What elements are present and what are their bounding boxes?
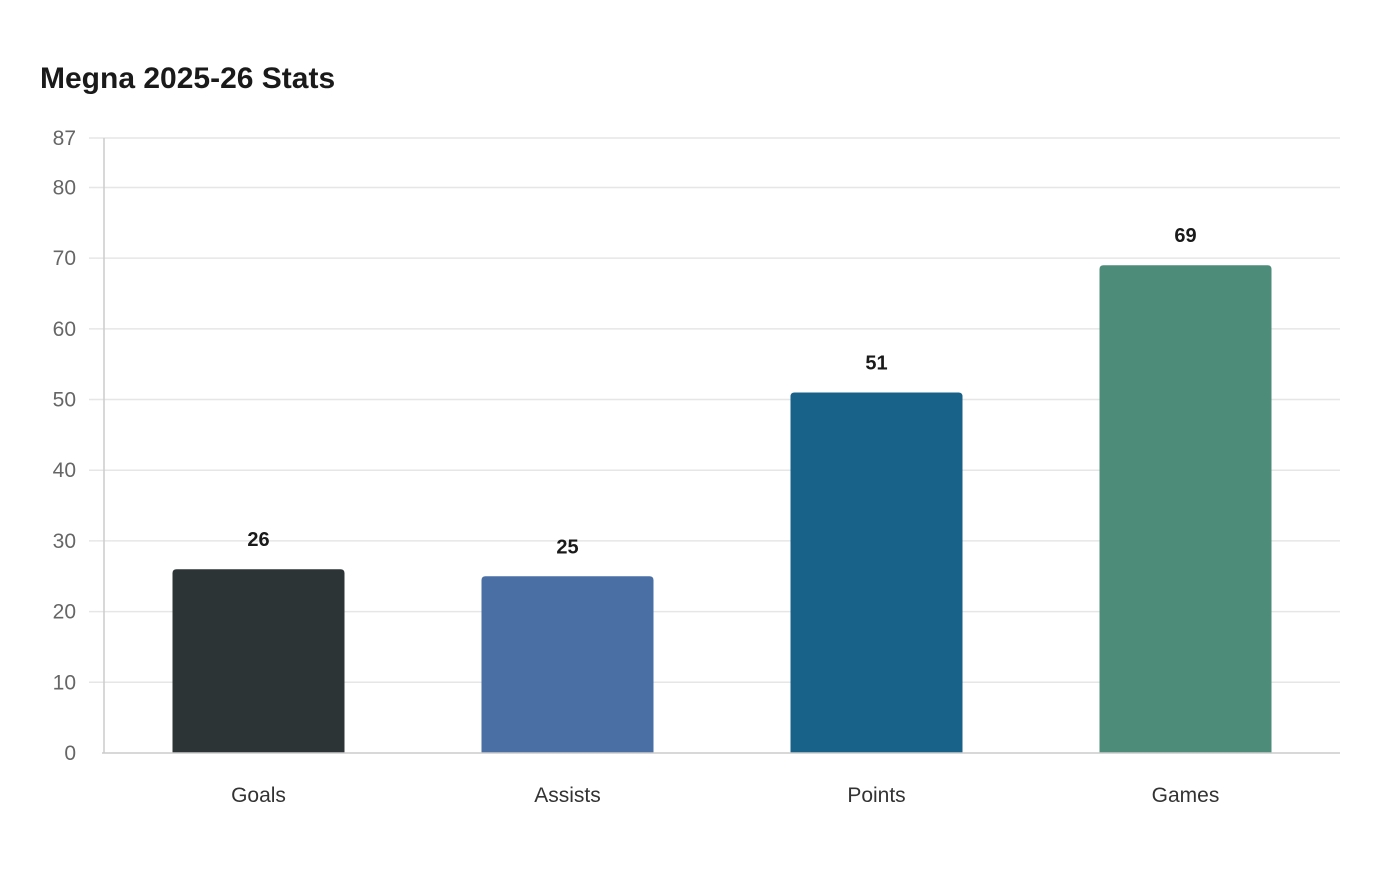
y-tick-label: 30 xyxy=(53,530,76,553)
y-tick-label: 80 xyxy=(53,176,76,199)
x-tick-label: Points xyxy=(847,784,905,807)
y-tick-label: 20 xyxy=(53,601,76,624)
bar-points xyxy=(790,392,963,753)
y-tick-label: 60 xyxy=(53,318,76,341)
data-label: 69 xyxy=(1174,225,1196,247)
bar-assists xyxy=(481,576,654,753)
y-tick-label: 87 xyxy=(53,127,76,150)
y-tick-label: 0 xyxy=(64,742,76,765)
bar-games xyxy=(1099,265,1272,753)
data-label: 26 xyxy=(247,529,269,551)
chart-title: Megna 2025-26 Stats xyxy=(40,62,336,95)
data-label: 51 xyxy=(865,352,887,374)
x-tick-label: Goals xyxy=(231,784,286,807)
x-tick-label: Assists xyxy=(534,784,601,807)
y-tick-label: 50 xyxy=(53,389,76,412)
y-tick-label: 70 xyxy=(53,247,76,270)
y-tick-label: 40 xyxy=(53,459,76,482)
data-label: 25 xyxy=(556,536,578,558)
x-tick-label: Games xyxy=(1152,784,1220,807)
y-tick-label: 10 xyxy=(53,671,76,694)
bar-goals xyxy=(172,569,345,753)
